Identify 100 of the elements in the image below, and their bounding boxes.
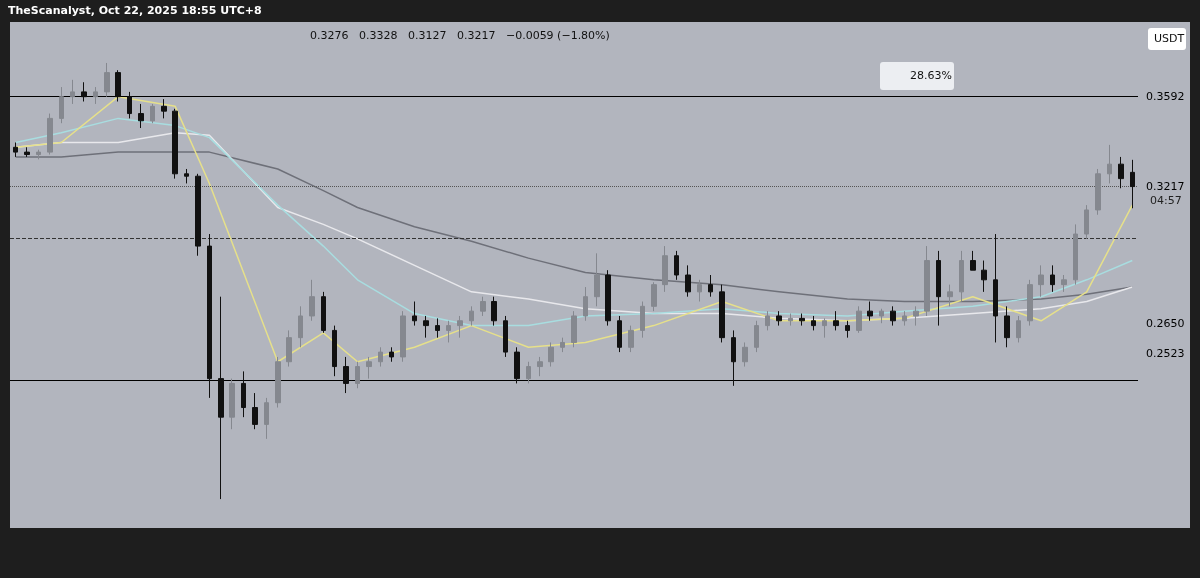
candlestick xyxy=(640,301,645,339)
candlestick xyxy=(457,315,463,339)
candlestick xyxy=(241,370,246,418)
candlestick xyxy=(275,356,281,409)
chart-title: TheScanalyst, Oct 22, 2025 18:55 UTC+8 xyxy=(8,4,262,17)
candlestick xyxy=(1130,159,1135,209)
candlestick xyxy=(13,141,18,158)
candlestick xyxy=(389,346,394,363)
candlestick xyxy=(879,308,884,324)
candlestick xyxy=(765,310,770,331)
candlestick xyxy=(138,103,144,129)
candlestick xyxy=(115,69,121,103)
y-tick-label: 0.3217 xyxy=(1146,180,1185,194)
candlestick xyxy=(913,305,919,327)
text: 04:57 xyxy=(1150,193,1182,207)
candlestick xyxy=(36,149,41,160)
candlestick xyxy=(788,313,793,327)
candlestick xyxy=(731,329,736,387)
candlestick xyxy=(1016,315,1021,343)
candlestick xyxy=(902,310,907,327)
candlestick xyxy=(93,86,98,105)
candlestick xyxy=(47,113,53,156)
candlestick xyxy=(70,79,75,105)
candlestick xyxy=(446,320,451,343)
candlestick xyxy=(207,233,212,399)
candlestick xyxy=(981,260,987,293)
candlestick xyxy=(594,252,600,307)
candlestick xyxy=(822,317,827,339)
candlestick xyxy=(469,305,474,327)
candlestick xyxy=(252,392,258,430)
candlestick xyxy=(1038,264,1044,298)
candlestick xyxy=(1095,168,1101,216)
candlestick xyxy=(435,317,440,339)
candlestick xyxy=(845,320,850,339)
y-tick-label: 0.2650 xyxy=(1146,316,1185,330)
candlestick xyxy=(423,315,429,339)
candlestick xyxy=(1118,156,1124,189)
candlestick xyxy=(947,284,953,307)
candlestick xyxy=(229,378,235,430)
annotation: 28.63% xyxy=(910,69,952,82)
candlestick xyxy=(662,245,668,293)
candlestick xyxy=(799,313,805,327)
candlestick xyxy=(617,315,622,353)
candlestick xyxy=(526,361,531,384)
line-series xyxy=(14,95,1134,363)
candlestick xyxy=(708,274,713,298)
candlestick xyxy=(742,341,748,368)
annotation: 0.3276 0.3328 0.3127 0.3217 −0.0059 (−1.80%) xyxy=(310,29,610,42)
candlestick xyxy=(605,269,611,327)
candlestick xyxy=(480,296,486,317)
candlestick xyxy=(378,346,383,368)
candlestick xyxy=(24,146,30,158)
candlestick xyxy=(286,329,292,368)
candlestick xyxy=(560,337,565,353)
candlestick xyxy=(537,356,543,377)
candlestick xyxy=(811,315,816,331)
candlestick xyxy=(264,397,269,440)
candlestick xyxy=(1061,274,1067,293)
candlestick xyxy=(184,168,189,184)
y-tick-label: 0.3592 xyxy=(1146,89,1185,103)
candlestick xyxy=(59,86,64,124)
candlestick xyxy=(355,361,360,389)
candlestick xyxy=(867,301,873,322)
candlestick xyxy=(332,325,337,377)
candlestick xyxy=(514,346,520,384)
candlestick xyxy=(924,245,930,317)
candlestick xyxy=(309,279,315,322)
candlestick xyxy=(856,305,862,334)
candlestick xyxy=(833,310,839,331)
candlestick xyxy=(127,91,132,119)
candlestick xyxy=(719,284,725,343)
candlestick xyxy=(776,310,782,327)
candlestick xyxy=(890,305,896,327)
candlestick xyxy=(628,325,634,353)
candlestick xyxy=(1107,144,1112,184)
candlestick xyxy=(298,305,303,348)
candlestick xyxy=(685,264,691,298)
y-tick-label: 0.2523 xyxy=(1146,347,1185,361)
candlestick xyxy=(651,281,657,312)
candlestick xyxy=(343,356,349,394)
candlestick xyxy=(161,98,167,119)
candlestick xyxy=(970,250,976,271)
candlestick xyxy=(491,296,497,327)
candlestick xyxy=(993,233,998,343)
candlestick xyxy=(1084,204,1089,240)
candlestick xyxy=(412,301,417,327)
candlestick xyxy=(172,108,178,180)
candlestick xyxy=(503,315,508,358)
candlestick xyxy=(195,173,201,257)
candlestick xyxy=(754,320,759,353)
candlestick xyxy=(697,279,702,302)
y-axis-title: USDT xyxy=(1154,32,1185,45)
candlestick xyxy=(583,286,588,322)
candlestick xyxy=(571,310,577,348)
candlestick xyxy=(321,291,326,334)
candlestick xyxy=(548,341,554,368)
candlestick xyxy=(400,310,406,363)
candlestick xyxy=(1050,264,1055,293)
candlestick xyxy=(959,250,964,302)
candlestick xyxy=(218,296,224,500)
